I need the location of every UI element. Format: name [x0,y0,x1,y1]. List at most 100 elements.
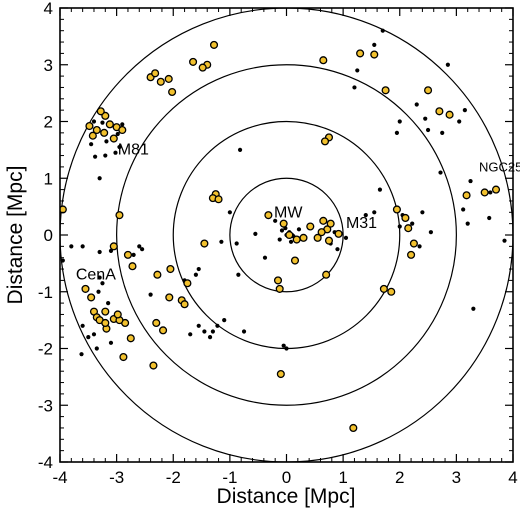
y-tick-labels: -4 -3 -2 -1 0 1 2 3 4 [38,0,53,472]
highlighted-point [462,191,471,200]
dot-point [284,346,289,351]
dot-point [296,227,302,232]
label-ngc253: NGC253 [479,159,520,174]
dot-point [457,119,462,124]
highlighted-point [290,256,300,265]
dot-point [234,241,239,246]
dot-point [438,170,443,175]
highlighted-point [319,216,328,225]
highlighted-point [183,279,192,288]
highlighted-point [404,224,413,233]
dot-point [428,230,433,235]
dot-point [104,139,109,144]
highlighted-point [88,131,97,140]
dot-point [394,130,400,135]
dot-point [262,255,268,260]
highlighted-point [87,293,96,302]
dot-point [279,228,285,233]
x-tick-label: -1 [222,468,237,487]
highlighted-point [424,86,433,95]
highlighted-point [92,125,101,135]
highlighted-point [299,233,308,242]
ring-1mpc [229,177,344,293]
dot-point [219,239,224,244]
highlighted-point [156,77,165,86]
dot-point [97,275,102,280]
highlighted-point [60,205,67,214]
highlighted-point [275,284,284,293]
highlighted-point [115,211,124,220]
highlighted-point [320,137,330,146]
y-tick-label: -2 [38,340,53,359]
x-tick-label: 0 [282,468,291,487]
highlighted-point [276,369,285,379]
highlighted-point [166,264,175,274]
highlighted-point [149,361,158,370]
y-tick-label: -3 [38,396,53,415]
highlighted-point [356,49,365,58]
highlighted-point [409,239,418,248]
highlighted-point [292,235,301,244]
dot-point [417,244,422,249]
y-tick-label: 0 [44,226,53,245]
dot-point [471,306,476,311]
dot-point [100,281,105,286]
dot-point [236,272,241,277]
dot-point [93,154,98,159]
dot-point [91,332,97,337]
dot-point [488,190,493,195]
highlighted-point [491,185,501,194]
plot-frame [59,7,514,463]
highlighted-point [279,219,288,228]
highlighted-point [109,242,118,251]
dot-point [281,343,286,348]
highlighted-point [85,121,94,131]
highlighted-point [180,300,189,309]
dot-point [108,340,114,345]
highlighted-point [152,318,161,328]
highlighted-point [401,213,410,223]
highlighted-point [392,205,401,214]
highlighted-point [435,107,444,116]
highlighted-point [165,293,174,302]
highlighted-point [379,284,388,293]
annotations: MW M31 M81 CenA NGC253 [76,141,520,283]
dot-point [210,329,215,334]
plot-area [60,8,513,462]
x-tick-label: 2 [395,468,404,487]
dot-point [196,323,201,328]
dot-point [355,68,360,73]
dot-point [113,150,118,155]
label-m81: M81 [118,141,149,158]
dot-point [202,329,207,334]
dot-point [80,244,85,249]
highlighted-point [324,236,334,245]
highlighted-markers [60,40,501,433]
highlighted-point [273,276,283,285]
highlighted-point [100,128,109,137]
dot-point [94,346,99,351]
dot-point [253,231,258,236]
highlighted-point [128,262,137,271]
dot-point [335,247,340,252]
highlighted-point [109,134,118,143]
y-tick-label: 3 [44,56,53,75]
dot-point [241,329,247,334]
highlighted-point [264,211,273,220]
y-tick-label: -4 [38,453,53,472]
x-tick-label: -4 [52,468,67,487]
highlighted-point [96,107,105,116]
highlighted-point [326,219,335,228]
dot-point [103,153,108,158]
highlighted-point [334,229,343,238]
dot-point [462,108,467,113]
highlighted-point [101,307,110,316]
dot-point [89,142,94,147]
dot-point [106,301,111,306]
dot-point [410,221,415,226]
dot-point [97,176,102,181]
dot-point [273,218,278,223]
dot-point [148,292,153,297]
x-tick-label: -2 [166,468,181,487]
y-axis-title: Distance [Mpc] [4,166,27,305]
